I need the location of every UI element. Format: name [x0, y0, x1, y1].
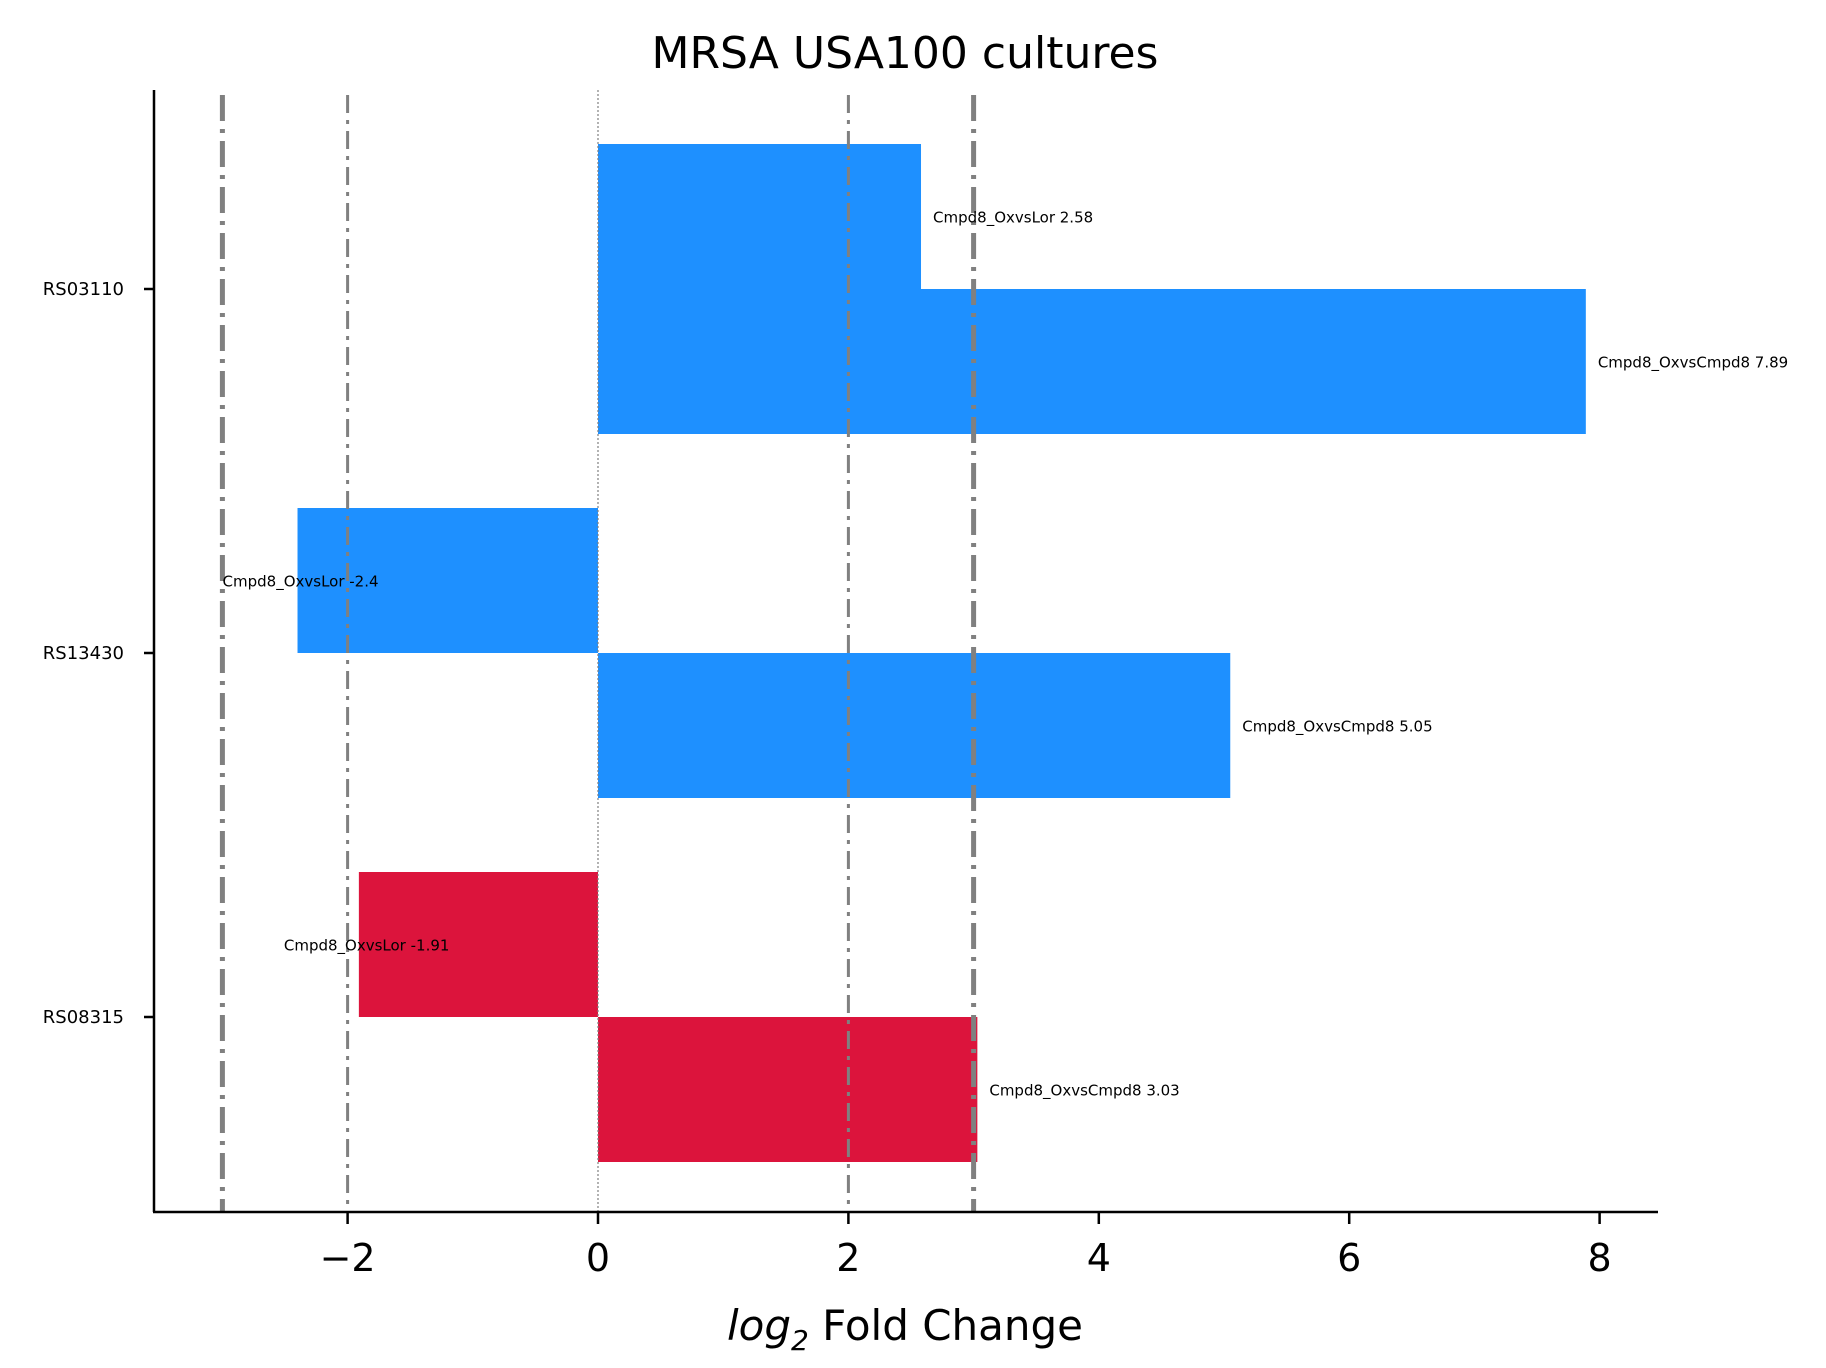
x-tick-label: −2 — [320, 1236, 376, 1280]
bar-data-label: Cmpd8_OxvsCmpd8 5.05 — [1242, 718, 1432, 737]
y-ticks: RS03110 RS13430 RS08315 — [43, 279, 154, 1028]
bar-data-label: Cmpd8_OxvsCmpd8 3.03 — [989, 1082, 1179, 1101]
reference-lines — [219, 90, 977, 1212]
x-tick-label: 4 — [1087, 1236, 1111, 1280]
bar — [598, 144, 922, 289]
x-axis-label-log: log — [727, 1301, 791, 1350]
bar-data-label: Cmpd8_OxvsLor 2.58 — [933, 209, 1093, 228]
bar-data-label: Cmpd8_OxvsLor -1.91 — [284, 937, 450, 956]
y-tick-label: RS13430 — [43, 643, 124, 664]
chart-title: MRSA USA100 cultures — [652, 28, 1159, 79]
x-tick-label: 0 — [586, 1236, 610, 1280]
data-labels: Cmpd8_OxvsLor 2.58 Cmpd8_OxvsCmpd8 7.89 Cm… — [223, 209, 1789, 1101]
x-tick-label: 8 — [1588, 1236, 1612, 1280]
x-tick-label: 2 — [836, 1236, 860, 1280]
x-ticks: −2 0 2 4 6 8 — [320, 1212, 1612, 1280]
axes — [152, 90, 1658, 1214]
y-tick-label: RS03110 — [43, 279, 124, 300]
x-axis-label-rest: Fold Change — [809, 1301, 1083, 1350]
bars-layer — [297, 144, 1586, 1162]
bar-data-label: Cmpd8_OxvsCmpd8 7.89 — [1598, 354, 1788, 373]
bar — [598, 289, 1586, 434]
bar-data-label: Cmpd8_OxvsLor -2.4 — [223, 573, 379, 592]
bar — [358, 872, 598, 1017]
bar — [598, 653, 1231, 798]
x-tick-label: 6 — [1337, 1236, 1361, 1280]
x-axis-label-sub: 2 — [791, 1324, 809, 1357]
y-tick-label: RS08315 — [43, 1007, 124, 1028]
bar — [598, 1017, 978, 1162]
x-axis-label: log2 Fold Change — [727, 1301, 1083, 1357]
